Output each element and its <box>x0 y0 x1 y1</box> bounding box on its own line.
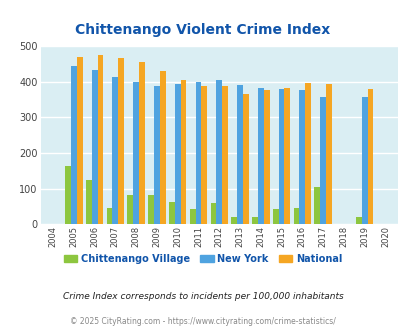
Bar <box>361 97 367 224</box>
Bar <box>210 203 216 224</box>
Bar <box>242 94 248 224</box>
Bar <box>257 87 263 224</box>
Bar <box>92 70 97 224</box>
Bar <box>139 62 145 224</box>
Bar <box>222 86 227 224</box>
Text: Crime Index corresponds to incidents per 100,000 inhabitants: Crime Index corresponds to incidents per… <box>62 292 343 301</box>
Bar <box>175 84 180 224</box>
Bar <box>293 208 298 224</box>
Bar <box>320 97 325 224</box>
Bar <box>118 58 124 224</box>
Legend: Chittenango Village, New York, National: Chittenango Village, New York, National <box>60 249 345 267</box>
Bar <box>272 210 278 224</box>
Bar <box>298 90 305 224</box>
Bar <box>168 202 175 224</box>
Bar <box>284 88 290 224</box>
Bar <box>195 82 201 224</box>
Bar <box>189 210 195 224</box>
Bar <box>201 86 207 224</box>
Bar <box>160 71 165 224</box>
Bar <box>367 89 373 224</box>
Bar <box>231 217 237 224</box>
Bar <box>252 217 257 224</box>
Bar <box>107 208 112 224</box>
Bar <box>148 195 153 224</box>
Bar <box>325 84 331 224</box>
Bar <box>133 82 139 224</box>
Bar <box>112 77 118 224</box>
Bar <box>97 55 103 224</box>
Bar <box>86 180 92 224</box>
Bar <box>216 80 222 224</box>
Bar <box>77 57 82 224</box>
Bar <box>313 187 320 224</box>
Text: © 2025 CityRating.com - https://www.cityrating.com/crime-statistics/: © 2025 CityRating.com - https://www.city… <box>70 317 335 326</box>
Bar <box>237 85 242 224</box>
Bar <box>305 83 310 224</box>
Bar <box>180 81 186 224</box>
Bar <box>71 66 77 224</box>
Bar <box>153 86 160 224</box>
Bar <box>263 90 269 224</box>
Bar <box>127 195 133 224</box>
Text: Chittenango Violent Crime Index: Chittenango Violent Crime Index <box>75 23 330 37</box>
Bar <box>65 166 71 224</box>
Bar <box>278 89 284 224</box>
Bar <box>355 217 361 224</box>
